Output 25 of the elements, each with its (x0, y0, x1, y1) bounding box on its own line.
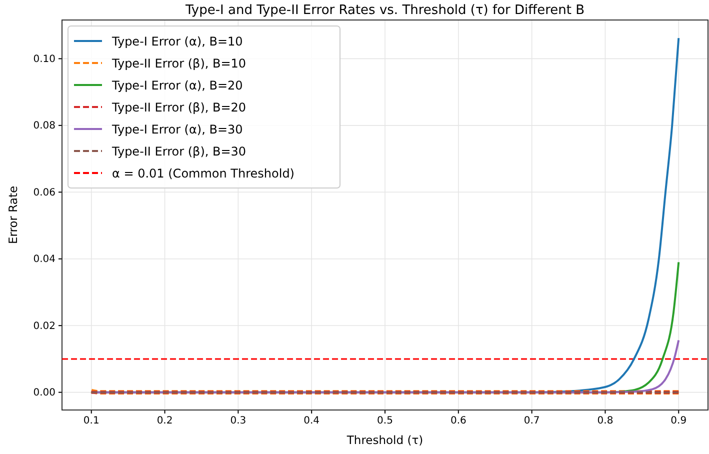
legend-label: Type-II Error (β), B=30 (111, 144, 246, 158)
y-tick-label: 0.08 (33, 120, 56, 132)
legend-label: Type-II Error (β), B=20 (111, 100, 246, 114)
x-tick-label: 0.7 (524, 416, 540, 427)
x-tick-label: 0.2 (156, 416, 173, 427)
x-tick-label: 0.5 (377, 416, 393, 427)
legend-label: Type-I Error (α), B=20 (111, 78, 243, 92)
x-tick-label: 0.3 (230, 416, 246, 427)
x-tick-label: 0.8 (597, 416, 614, 427)
legend-label: Type-II Error (β), B=10 (111, 56, 246, 70)
x-tick-label: 0.1 (83, 416, 100, 427)
y-axis-title: Error Rate (6, 186, 20, 244)
legend-label: α = 0.01 (Common Threshold) (112, 166, 294, 180)
x-tick-label: 0.6 (450, 416, 466, 427)
x-tick-label: 0.4 (304, 416, 320, 427)
y-tick-label: 0.02 (33, 320, 56, 332)
y-tick-label: 0.10 (33, 54, 56, 65)
chart-title: Type-I and Type-II Error Rates vs. Threshold (τ) for Different B (184, 3, 585, 18)
y-tick-label: 0.06 (33, 187, 56, 198)
legend-label: Type-I Error (α), B=30 (111, 122, 243, 136)
legend-label: Type-I Error (α), B=10 (111, 34, 243, 48)
x-tick-label: 0.9 (670, 416, 687, 427)
y-tick-label: 0.00 (33, 388, 56, 399)
x-axis-title: Threshold (τ) (346, 433, 424, 447)
y-tick-label: 0.04 (33, 254, 56, 266)
